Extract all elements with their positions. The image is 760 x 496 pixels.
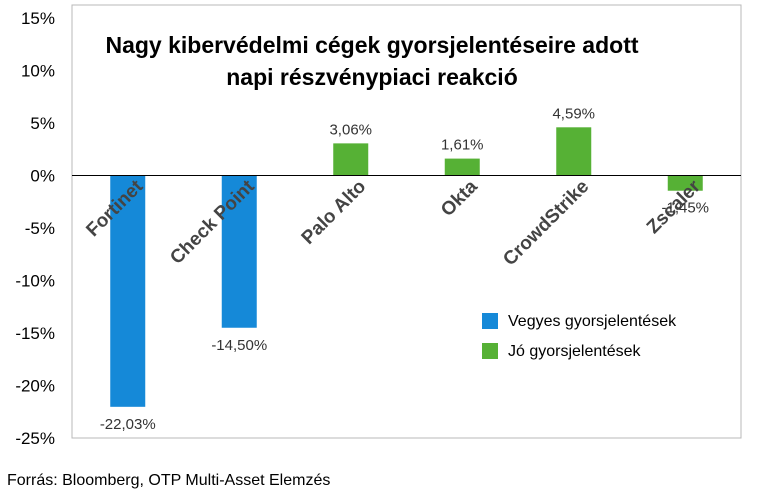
y-tick-label: -10%: [15, 272, 55, 291]
y-tick-label: -15%: [15, 324, 55, 343]
category-label: Palo Alto: [298, 176, 371, 249]
bar: [333, 143, 369, 176]
category-label: CrowdStrike: [499, 176, 593, 270]
bar-chart: 15%10%5%0%-5%-10%-15%-20%-25% Fortinet Ch…: [15, 4, 742, 448]
chart-title: Nagy kibervédelmi cégek gyorsjelentéseir…: [105, 32, 638, 90]
legend-swatch-jo: [482, 343, 498, 359]
legend: Vegyes gyorsjelentések Jó gyorsjelentése…: [482, 313, 677, 360]
y-tick-label: -20%: [15, 377, 55, 396]
plot-area-border: [71, 4, 742, 439]
data-label: -1,45%: [661, 200, 709, 217]
chart-title-line-1: Nagy kibervédelmi cégek gyorsjelentéseir…: [105, 32, 638, 58]
bar: [110, 175, 146, 407]
bar: [556, 127, 592, 176]
y-tick-label: 15%: [21, 9, 55, 28]
data-label: 4,59%: [552, 105, 595, 122]
data-labels: -22,03% -14,50% 3,06% 1,61% 4,59% -1,45%: [100, 105, 709, 433]
y-axis-tick-labels: 15% 10% 5% 0% -5% -10% -15% -20% -25%: [15, 9, 55, 448]
legend-label-vegyes: Vegyes gyorsjelentések: [508, 313, 677, 330]
bar: [444, 158, 480, 176]
bar: [667, 175, 703, 191]
data-label: 1,61%: [441, 137, 484, 154]
chart-title-line-2: napi részvénypiaci reakció: [226, 64, 518, 90]
data-label: -14,50%: [211, 337, 267, 354]
legend-label-jo: Jó gyorsjelentések: [508, 343, 642, 360]
y-tick-label: -5%: [25, 219, 55, 238]
y-tick-label: -25%: [15, 429, 55, 448]
data-label: 3,06%: [329, 121, 372, 138]
source-note: Forrás: Bloomberg, OTP Multi-Asset Elemz…: [7, 472, 331, 489]
y-tick-label: 5%: [30, 114, 55, 133]
category-label: Okta: [437, 176, 482, 221]
legend-swatch-vegyes: [482, 313, 498, 329]
bars: [110, 127, 703, 407]
y-tick-label: 10%: [21, 62, 55, 81]
category-labels: Fortinet Check Point Palo Alto Okta CrowdStr…: [82, 176, 705, 270]
bar: [221, 175, 257, 328]
data-label: -22,03%: [100, 416, 156, 433]
y-tick-label: 0%: [30, 167, 55, 186]
